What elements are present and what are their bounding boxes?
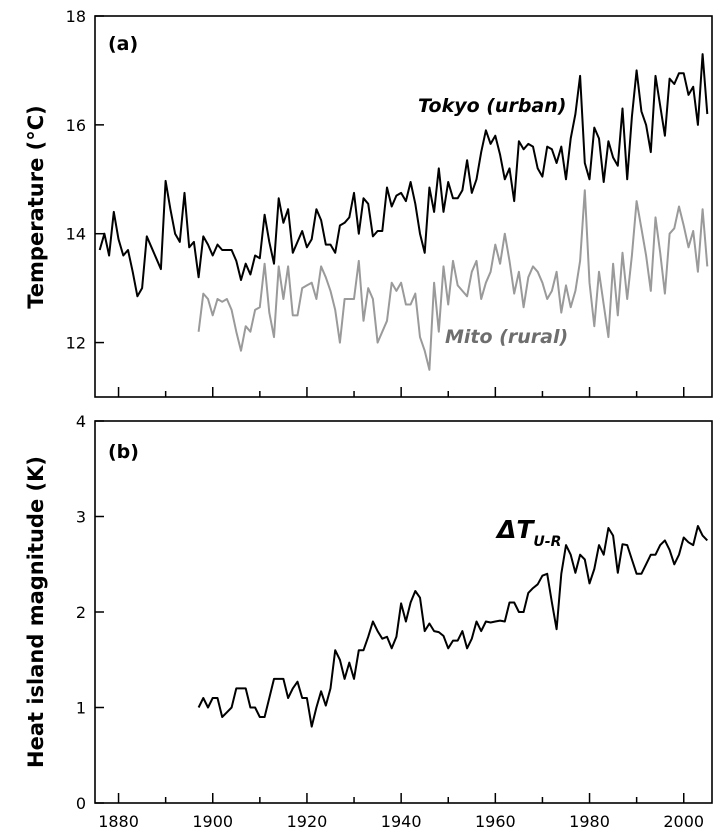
- tokyo-series-line: [98, 53, 709, 298]
- y-tick-label: 14: [66, 225, 86, 244]
- panel-a-frame: [94, 15, 713, 398]
- panel-b-lines: [197, 525, 709, 728]
- heat-island-series-line: [197, 525, 709, 728]
- y-tick-label: 4: [76, 412, 86, 431]
- panel-a-x-ticks: [117, 387, 685, 397]
- y-tick-label: 0: [76, 794, 86, 813]
- panel-a-y-ticks: 12 14 16 18: [66, 7, 104, 353]
- panel-b-heat-island: 0 1 2 3 4 1880 1900 1920 1940 1960 1980 2000 Heat …: [24, 412, 713, 831]
- x-tick-label: 2000: [663, 812, 704, 831]
- panel-b-y-ticks: 0 1 2 3 4: [76, 412, 104, 813]
- x-tick-label: 1920: [287, 812, 328, 831]
- y-tick-label: 2: [76, 603, 86, 622]
- panel-b-x-ticks: 1880 1900 1920 1940 1960 1980 2000: [98, 793, 704, 831]
- y-tick-label: 18: [66, 7, 86, 26]
- panel-a-y-axis-label: Temperature (°C): [24, 105, 48, 308]
- mito-series-label: Mito (rural): [445, 326, 568, 348]
- x-tick-label: 1880: [98, 812, 139, 831]
- y-tick-label: 3: [76, 508, 86, 527]
- y-tick-label: 12: [66, 334, 86, 353]
- panel-b-letter: (b): [108, 441, 139, 463]
- x-tick-label: 1900: [192, 812, 233, 831]
- mito-series-line: [197, 189, 709, 371]
- x-tick-label: 1980: [569, 812, 610, 831]
- delta-t-annotation: ΔTU-R: [495, 515, 561, 550]
- x-tick-label: 1940: [381, 812, 422, 831]
- tokyo-series-label: Tokyo (urban): [418, 95, 566, 117]
- delta-t-base: ΔT: [495, 515, 535, 544]
- panel-a-temperature: 12 14 16 18 Temperature (°C) (a) Tokyo (urb…: [24, 7, 713, 398]
- panel-b-y-axis-label: Heat island magnitude (K): [24, 456, 48, 768]
- delta-t-subscript: U-R: [533, 534, 561, 550]
- y-tick-label: 16: [66, 116, 86, 135]
- y-tick-label: 1: [76, 699, 86, 718]
- x-tick-label: 1960: [475, 812, 516, 831]
- panel-a-letter: (a): [108, 33, 138, 55]
- panel-a-lines: [98, 53, 709, 371]
